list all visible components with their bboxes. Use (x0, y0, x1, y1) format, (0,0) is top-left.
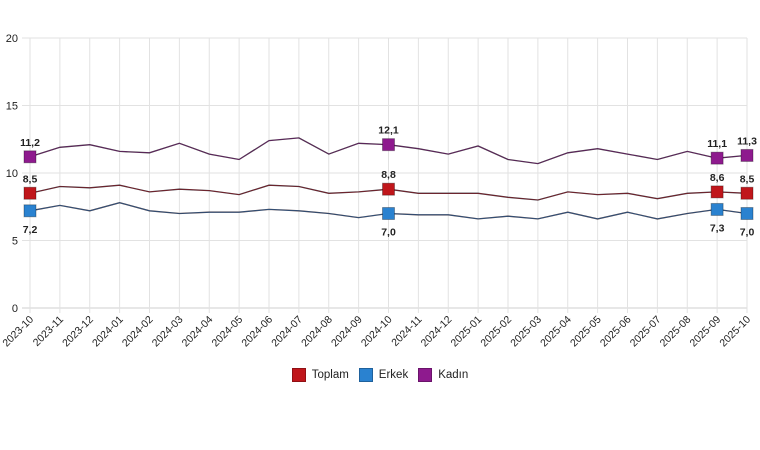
data-point-marker[interactable] (710, 185, 724, 199)
x-tick-label: 2024-04 (180, 314, 216, 350)
x-tick-label: 2023-10 (0, 314, 36, 350)
y-tick-label: 5 (12, 236, 18, 248)
data-point-marker[interactable] (710, 202, 724, 216)
legend-label: Erkek (378, 369, 409, 381)
y-axis-ticks: 0 5 10 15 20 (6, 33, 18, 315)
data-point-marker[interactable] (382, 207, 395, 220)
data-label: 11,2 (20, 137, 40, 149)
data-label: 8,6 (710, 172, 725, 184)
data-point-marker[interactable] (740, 186, 754, 200)
legend-label: Kadın (438, 369, 469, 381)
x-tick-label: 2024-03 (150, 314, 186, 350)
data-label: 11,3 (737, 135, 757, 147)
x-tick-label: 2025-08 (658, 314, 694, 350)
x-tick-label: 2024-02 (120, 314, 156, 350)
x-tick-label: 2023-11 (31, 314, 66, 349)
x-tick-label: 2025-06 (598, 314, 634, 350)
data-point-marker[interactable] (740, 207, 754, 220)
data-label: 7,0 (740, 227, 755, 239)
data-label: 7,0 (381, 227, 396, 239)
legend-swatch-icon (418, 368, 433, 382)
legend-label: Toplam (311, 369, 349, 381)
data-labels: 11,2 8,5 7,2 12,1 8,8 7,0 11,1 8,6 7,3 11,3 8,5 7,0 (20, 125, 757, 239)
legend-item-kadin[interactable]: Kadın (418, 368, 468, 382)
x-tick-label: 2024-08 (299, 314, 335, 350)
y-tick-label: 20 (6, 33, 18, 45)
data-label: 7,3 (710, 222, 725, 234)
x-tick-label: 2025-09 (688, 314, 724, 350)
x-tick-label: 2025-01 (449, 314, 485, 350)
data-point-marker[interactable] (382, 182, 395, 196)
data-point-marker[interactable] (382, 138, 395, 152)
data-point-marker[interactable] (710, 151, 724, 165)
y-tick-label: 0 (12, 303, 18, 315)
x-tick-label: 2025-10 (717, 314, 753, 350)
x-tick-label: 2024-01 (90, 314, 126, 350)
x-tick-label: 2024-05 (210, 314, 246, 350)
x-tick-label: 2024-11 (389, 314, 424, 349)
legend-item-toplam[interactable]: Toplam (291, 368, 349, 382)
data-label: 8,8 (381, 169, 396, 181)
x-tick-label: 2025-07 (628, 314, 664, 350)
y-tick-label: 15 (6, 101, 18, 113)
x-tick-label: 2025-05 (568, 314, 604, 350)
x-tick-label: 2024-10 (359, 314, 395, 350)
data-label: 12,1 (378, 125, 399, 137)
x-tick-label: 2025-04 (538, 314, 574, 350)
x-tick-label: 2024-09 (329, 314, 365, 350)
series-markers (23, 138, 754, 220)
x-tick-label: 2024-07 (269, 314, 305, 350)
x-tick-label: 2024-06 (239, 314, 275, 350)
data-point-marker[interactable] (740, 148, 754, 162)
legend: Toplam Erkek Kadın (0, 368, 760, 382)
x-tick-label: 2024-12 (419, 314, 455, 350)
x-tick-label: 2025-03 (508, 314, 544, 350)
data-point-marker[interactable] (23, 186, 37, 200)
x-tick-label: 2023-12 (60, 314, 96, 350)
data-label: 8,5 (23, 173, 38, 185)
legend-swatch-icon (358, 368, 373, 382)
x-tick-label: 2025-02 (478, 314, 514, 350)
data-label: 7,2 (23, 224, 38, 236)
data-label: 8,5 (740, 173, 755, 185)
legend-swatch-icon (291, 368, 306, 382)
data-label: 11,1 (707, 138, 727, 150)
x-axis-ticks: 2023-102023-112023-122024-012024-022024-… (0, 314, 753, 350)
data-point-marker[interactable] (23, 204, 37, 218)
legend-item-erkek[interactable]: Erkek (358, 368, 409, 382)
grid (22, 37, 748, 313)
data-point-marker[interactable] (23, 150, 37, 164)
y-tick-label: 10 (6, 168, 18, 180)
